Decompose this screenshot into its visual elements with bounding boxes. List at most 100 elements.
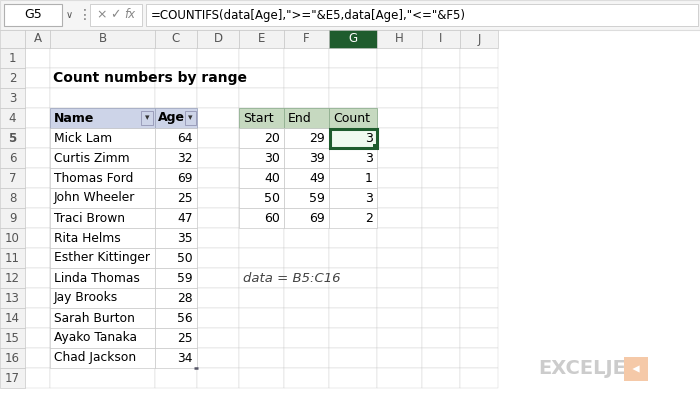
Bar [284,168,329,188]
Bar [155,128,197,148]
Bar [284,128,329,148]
Text: Thomas Ford: Thomas Ford [54,172,134,184]
Text: 1: 1 [365,172,373,184]
Bar [377,30,422,48]
Bar [239,88,284,108]
Bar [50,108,155,128]
Bar [155,208,197,228]
Bar [25,348,50,368]
Bar [284,148,329,168]
Text: Chad Jackson: Chad Jackson [54,352,136,364]
Bar [460,168,498,188]
Bar [50,208,155,228]
Bar [329,208,377,228]
Bar [377,248,422,268]
Bar [50,268,155,288]
Bar [0,208,25,228]
Bar [50,228,155,248]
Bar [377,308,422,328]
Bar [25,268,50,288]
Bar [284,88,329,108]
Bar [460,368,498,388]
Bar [50,328,155,348]
Bar [422,68,460,88]
Text: 56: 56 [177,312,193,324]
Text: 2: 2 [365,212,373,224]
Bar [239,68,284,88]
Bar [329,188,377,208]
Bar [329,268,377,288]
Text: 8: 8 [9,192,16,204]
Bar [0,0,700,30]
Bar [460,88,498,108]
Text: 14: 14 [5,312,20,324]
Bar [155,308,197,328]
Bar [377,368,422,388]
Text: I: I [440,32,442,46]
Bar [284,328,329,348]
Bar [422,268,460,288]
Bar [197,30,239,48]
Bar [25,328,50,348]
Bar [422,148,460,168]
Bar [141,111,153,125]
Bar [197,88,239,108]
Text: 69: 69 [178,172,193,184]
Bar [197,368,239,388]
Bar [239,108,284,128]
Text: ∨: ∨ [66,10,73,20]
Bar [284,248,329,268]
Bar [0,48,25,68]
Bar [155,328,197,348]
Bar [50,208,155,228]
Bar [329,228,377,248]
Bar [284,48,329,68]
Bar [239,208,284,228]
Bar [155,148,197,168]
Bar [422,128,460,148]
Bar [284,348,329,368]
Bar [284,208,329,228]
Bar [422,48,460,68]
Text: D: D [214,32,223,46]
Bar [460,148,498,168]
Bar [155,348,197,368]
Bar [377,68,422,88]
Bar [50,148,155,168]
Bar [422,308,460,328]
Bar [329,288,377,308]
Text: 69: 69 [309,212,325,224]
Bar [50,88,155,108]
Bar [284,128,329,148]
Text: 2: 2 [8,72,16,84]
Bar [284,168,329,188]
Bar [155,288,197,308]
Bar [329,168,377,188]
Bar [239,128,284,148]
Text: C: C [172,32,180,46]
Bar [460,248,498,268]
Bar [155,188,197,208]
Text: 13: 13 [5,292,20,304]
Bar [624,357,648,381]
Bar [50,108,155,128]
Bar [239,188,284,208]
Bar [50,288,155,308]
Bar [284,148,329,168]
Bar [50,228,155,248]
Bar [373,144,378,149]
Bar [50,328,155,348]
Text: ▾: ▾ [145,114,149,122]
Text: 16: 16 [5,352,20,364]
Bar [460,108,498,128]
Text: =COUNTIFS(data[Age],">="&E5,data[Age],"<="&F5): =COUNTIFS(data[Age],">="&E5,data[Age],"<… [151,8,466,22]
Bar [155,108,197,128]
Bar [50,148,155,168]
Bar [0,328,25,348]
Bar [377,128,422,148]
Bar [329,128,377,148]
Bar [0,128,25,148]
Bar [377,48,422,68]
Text: Esther Kittinger: Esther Kittinger [54,252,150,264]
Text: 3: 3 [9,92,16,104]
